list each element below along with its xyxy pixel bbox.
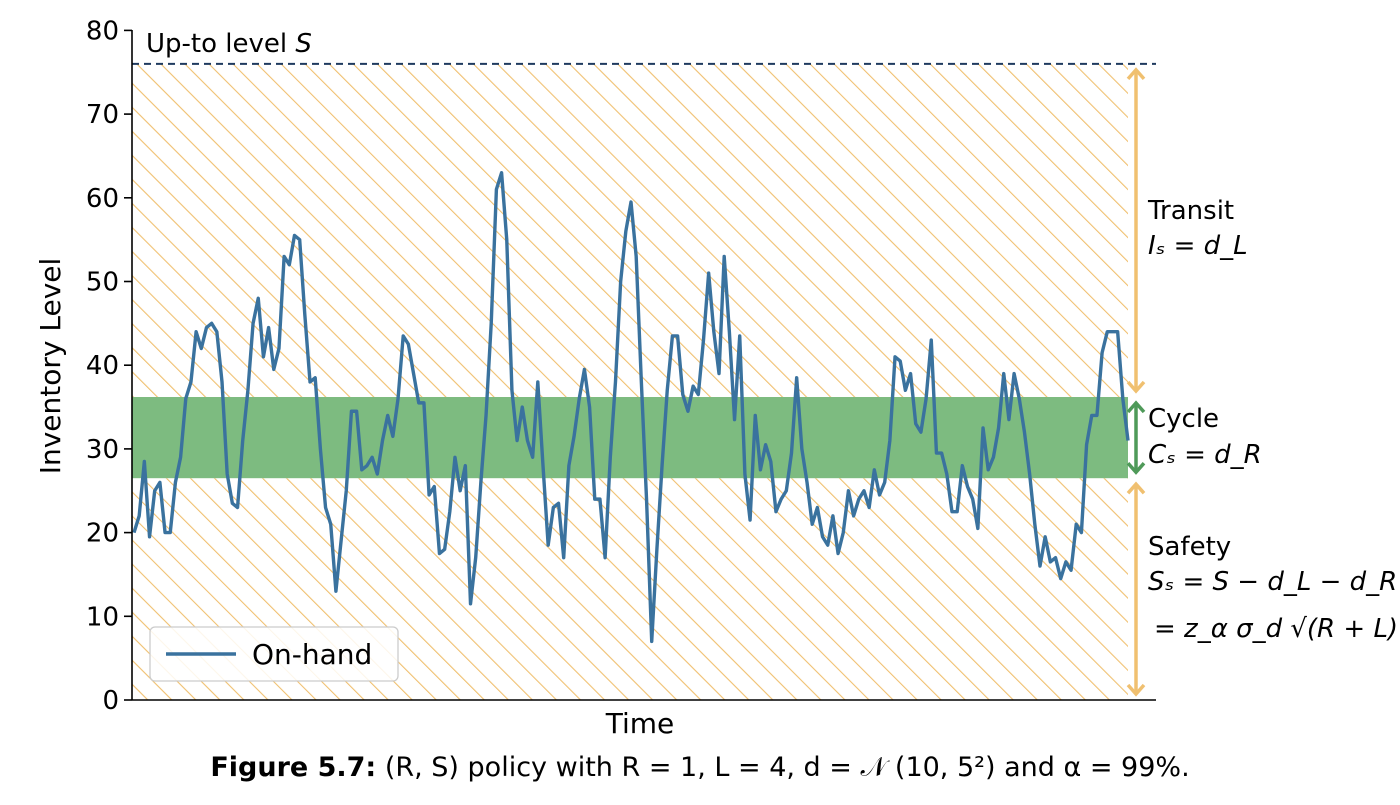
annotations: Up-to level S Transit Iₛ = d_L Cycle Cₛ = d_… — [146, 29, 1398, 697]
legend-box: On-hand — [149, 626, 399, 682]
axes: 0 10 20 30 40 50 60 70 80 Time Inventory Level — [34, 16, 1156, 740]
safety-formula-2: = z_α σ_d √(R + L) — [1154, 614, 1398, 644]
band-transit — [132, 63, 1128, 398]
x-axis-title: Time — [605, 707, 675, 740]
y-tick-label: 20 — [86, 519, 119, 549]
caption-label: Figure 5.7: — [210, 752, 377, 783]
y-tick-label: 10 — [86, 602, 119, 632]
series-line-on-hand — [132, 170, 1130, 644]
safety-formula-1: Sₛ = S − d_L − d_R — [1148, 567, 1397, 597]
y-axis-title: Inventory Level — [34, 258, 67, 475]
y-tick-label: 80 — [86, 16, 119, 46]
series-layer — [132, 170, 1130, 644]
y-tick-label: 60 — [86, 184, 119, 214]
safety-label: Safety — [1148, 532, 1231, 562]
transit-arrow — [1126, 67, 1146, 394]
figure-caption: Figure 5.7: (R, S) policy with R = 1, L … — [0, 752, 1400, 784]
cycle-label: Cycle — [1148, 404, 1219, 434]
y-tick-label: 30 — [86, 435, 119, 465]
bands-layer — [132, 63, 1128, 700]
y-tick-label: 40 — [86, 351, 119, 381]
safety-arrow — [1126, 481, 1146, 697]
y-tick-label: 0 — [102, 686, 119, 716]
transit-label: Transit — [1147, 196, 1234, 226]
legend-label-on-hand: On-hand — [252, 638, 372, 671]
band-cycle — [132, 397, 1128, 479]
transit-formula: Iₛ = d_L — [1148, 231, 1248, 261]
cycle-formula: Cₛ = d_R — [1148, 440, 1262, 470]
y-tick-label: 50 — [86, 268, 119, 298]
y-tick-label: 70 — [86, 100, 119, 130]
caption-text: (R, S) policy with R = 1, L = 4, d = 𝒩 (… — [384, 752, 1190, 783]
upto-level-label: Up-to level S — [146, 29, 312, 59]
cycle-arrow — [1126, 400, 1146, 475]
legend: On-hand — [149, 626, 399, 682]
chart: 0 10 20 30 40 50 60 70 80 Time Inventory Level Up-… — [34, 16, 1398, 740]
